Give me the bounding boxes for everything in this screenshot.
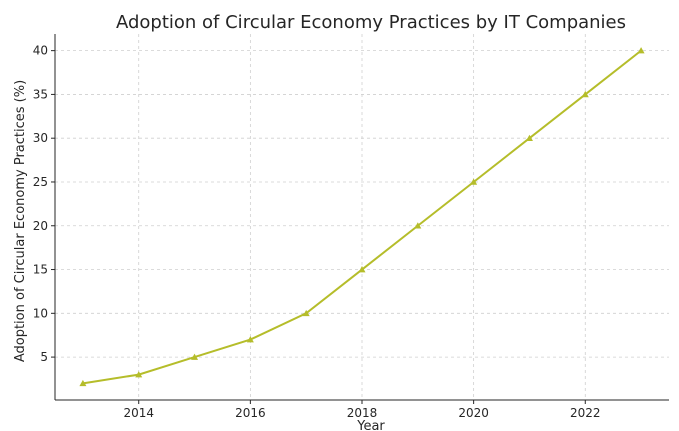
chart-title: Adoption of Circular Economy Practices b… xyxy=(116,12,626,33)
grid xyxy=(55,34,669,400)
data-point-marker xyxy=(358,266,366,273)
x-tick-label: 2014 xyxy=(123,406,154,420)
data-point-marker xyxy=(135,371,143,378)
x-tick-label: 2016 xyxy=(235,406,266,420)
data-point-marker xyxy=(191,353,199,360)
x-tick-label: 2020 xyxy=(458,406,489,420)
y-tick-label: 30 xyxy=(33,131,48,145)
x-axis-ticks: 2014 2016 2018 2020 2022 xyxy=(123,400,601,420)
y-tick-label: 35 xyxy=(33,87,48,101)
data-point-marker xyxy=(525,134,533,141)
y-tick-label: 25 xyxy=(33,175,48,189)
y-tick-label: 5 xyxy=(40,350,48,364)
y-axis-ticks: 5 10 15 20 25 30 35 40 xyxy=(33,44,55,364)
y-axis-label: Adoption of Circular Economy Practices (… xyxy=(13,80,28,362)
y-tick-label: 20 xyxy=(33,219,48,233)
data-point-marker xyxy=(246,336,254,343)
x-axis-label: Year xyxy=(356,419,385,431)
data-point-marker xyxy=(414,222,422,229)
data-point-marker xyxy=(302,309,310,317)
y-tick-label: 10 xyxy=(33,306,48,320)
x-tick-label: 2018 xyxy=(347,406,378,420)
data-point-marker xyxy=(581,90,589,98)
data-point-marker xyxy=(79,379,87,387)
series xyxy=(79,47,645,387)
data-point-marker xyxy=(637,47,645,54)
data-point-marker xyxy=(470,178,478,185)
x-tick-label: 2022 xyxy=(570,406,601,420)
y-tick-label: 15 xyxy=(33,263,48,277)
y-tick-label: 40 xyxy=(33,44,48,58)
